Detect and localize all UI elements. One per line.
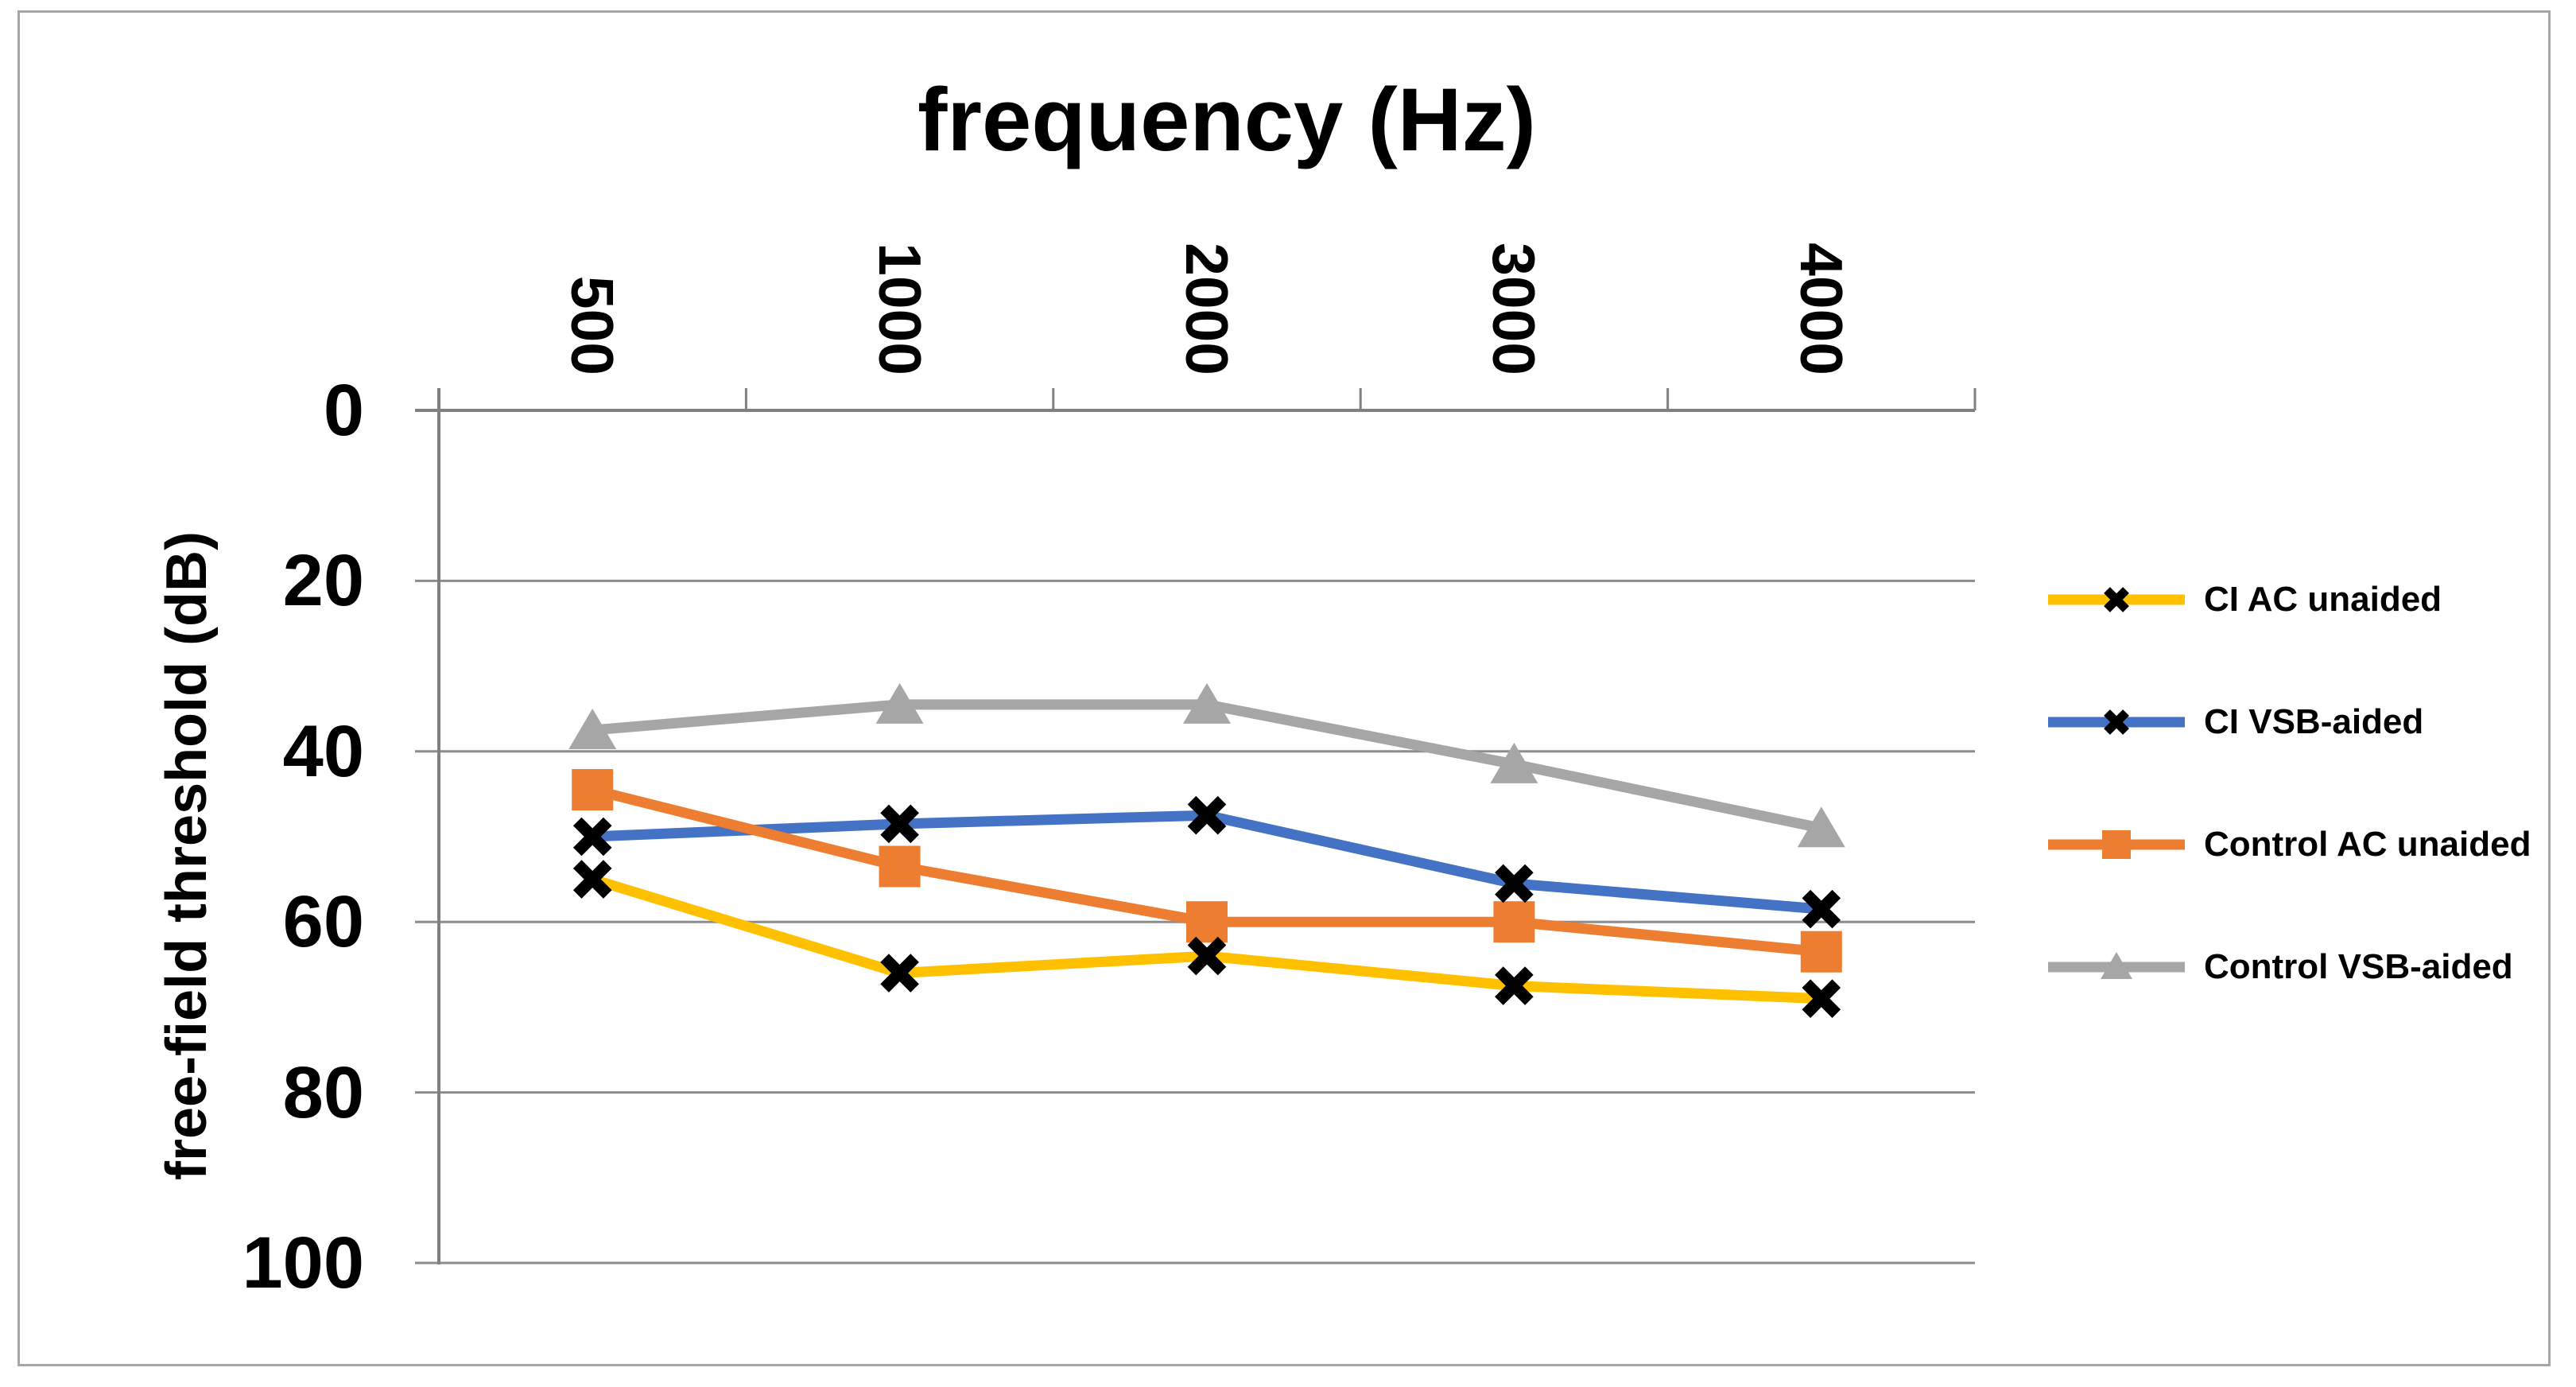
legend-marker [2104,709,2129,735]
y-tick-label: 0 [323,370,364,451]
x-marker [1802,979,1841,1018]
x-marker [572,817,612,857]
legend-marker [2101,952,2132,979]
x-marker [880,804,919,844]
x-marker [1802,889,1841,929]
legend-label: Control VSB-aided [2204,947,2513,986]
x-marker [1495,966,1534,1005]
legend-swatch-x-marker [2048,709,2185,735]
x-tick-label: 3000 [1480,243,1548,375]
legend-entry: CI VSB-aided [2048,697,2423,748]
legend-label: CI VSB-aided [2204,702,2424,741]
x-marker [1495,864,1534,903]
square-marker [572,769,614,811]
triangle-marker [568,709,617,749]
x-marker [1187,795,1227,835]
legend-marker [2104,587,2129,612]
x-tick-label: 4000 [1787,243,1855,375]
y-tick-label: 40 [282,710,364,792]
x-tick-label: 500 [559,275,627,375]
legend-label: CI AC unaided [2204,580,2442,619]
y-tick-label: 60 [282,881,364,963]
triangle-marker [1490,742,1538,783]
legend-label: Control AC unaided [2204,825,2531,864]
triangle-marker [875,682,924,724]
legend-entry: Control VSB-aided [2048,942,2513,993]
legend-marker [2102,830,2131,859]
chart-title: frequency (Hz) [918,70,1536,169]
y-tick-label: 100 [242,1222,365,1303]
x-marker [880,954,919,993]
legend-entry: CI AC unaided [2048,574,2442,625]
triangle-marker [1797,806,1845,848]
legend-entry: Control AC unaided [2048,819,2531,870]
legend-swatch-triangle-marker [2048,952,2185,979]
square-marker [879,845,921,888]
square-marker [1186,901,1228,943]
legend-swatch-square-marker [2048,830,2185,859]
x-marker [572,860,612,899]
square-marker [1493,901,1535,943]
square-marker [1800,930,1842,973]
x-tick-label: 2000 [1174,243,1240,375]
legend-swatch-x-marker [2048,587,2185,612]
triangle-marker [1183,682,1231,724]
x-marker [1187,936,1227,976]
y-tick-label: 80 [282,1051,364,1133]
series-line [587,810,1827,915]
y-tick-label: 20 [282,540,364,622]
x-tick-label: 1000 [866,243,933,375]
